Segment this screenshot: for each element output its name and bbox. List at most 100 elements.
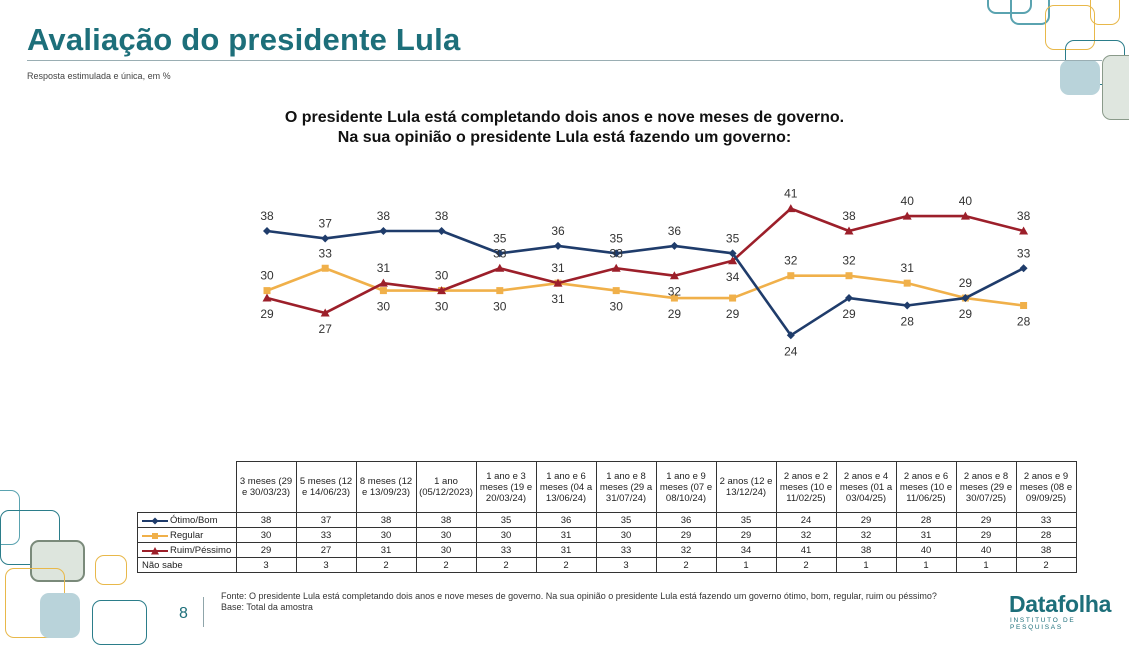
data-point-regular bbox=[321, 264, 329, 272]
table-cell: 2 bbox=[475, 557, 537, 573]
table-cell: 33 bbox=[475, 542, 537, 558]
table-cell: 31 bbox=[535, 542, 597, 558]
table-cell: 30 bbox=[415, 542, 477, 558]
data-point-otimo_bom bbox=[379, 227, 388, 235]
table-column-header: 1 ano e 8 meses (29 a 31/07/24) bbox=[595, 461, 657, 513]
data-point-otimo_bom bbox=[554, 241, 562, 250]
legend-swatch-otimo_bom bbox=[142, 516, 168, 525]
data-label-regular: 30 bbox=[493, 300, 507, 314]
legend-label: Ótimo/Bom bbox=[170, 514, 218, 526]
title-divider bbox=[27, 60, 1102, 61]
table-cell: 40 bbox=[955, 542, 1017, 558]
table-row: Não sabe 3 3 2 2 2 2 3 2 1 2 1 1 1 2 bbox=[137, 557, 1077, 573]
table-cell: 36 bbox=[535, 512, 597, 528]
page-subtitle: Resposta estimulada e única, em % bbox=[27, 71, 171, 81]
table-row-label: Regular bbox=[137, 527, 237, 543]
data-point-regular bbox=[263, 287, 271, 295]
data-label-otimo_bom: 37 bbox=[319, 216, 333, 230]
table-cell: 2 bbox=[355, 557, 417, 573]
datafolha-logo-subtitle: INSTITUTO DE PESQUISAS bbox=[1010, 617, 1076, 631]
table-cell: 1 bbox=[955, 557, 1017, 573]
data-point-ruim_pessimo bbox=[437, 286, 447, 295]
decor-frame bbox=[1060, 60, 1100, 95]
table-cell: 29 bbox=[235, 542, 297, 558]
base-text: Base: Total da amostra bbox=[221, 602, 313, 612]
table-cell: 31 bbox=[355, 542, 417, 558]
table-row-label: Ótimo/Bom bbox=[137, 512, 237, 528]
data-label-ruim_pessimo: 32 bbox=[668, 285, 682, 299]
data-label-ruim_pessimo: 38 bbox=[842, 209, 856, 223]
table-cell: 33 bbox=[595, 542, 657, 558]
data-point-regular bbox=[379, 287, 387, 295]
decor-frame bbox=[1045, 5, 1095, 50]
data-point-otimo_bom bbox=[1019, 264, 1028, 273]
data-label-otimo_bom: 33 bbox=[1017, 246, 1031, 260]
data-label-ruim_pessimo: 40 bbox=[901, 194, 915, 208]
data-point-otimo_bom bbox=[961, 294, 970, 303]
table-cell: 2 bbox=[1015, 557, 1077, 573]
data-label-ruim_pessimo: 33 bbox=[493, 246, 507, 260]
table-cell: 32 bbox=[835, 527, 897, 543]
table-row: Ruim/Péssimo 29 27 31 30 33 31 33 32 34 41 38 40 40 38 bbox=[137, 542, 1077, 558]
table-corner bbox=[137, 461, 237, 513]
table-cell: 31 bbox=[535, 527, 597, 543]
data-label-regular: 32 bbox=[842, 254, 856, 268]
chart-question-line-1: O presidente Lula está completando dois … bbox=[284, 109, 845, 126]
data-point-ruim_pessimo bbox=[553, 278, 563, 287]
table-cell: 41 bbox=[775, 542, 837, 558]
table-cell: 33 bbox=[295, 527, 357, 543]
table-cell: 35 bbox=[715, 512, 777, 528]
table-cell: 38 bbox=[415, 512, 477, 528]
table-cell: 1 bbox=[895, 557, 957, 573]
chart-question: O presidente Lula está completando dois … bbox=[0, 108, 1129, 148]
data-point-ruim_pessimo bbox=[786, 204, 796, 213]
data-label-ruim_pessimo: 34 bbox=[726, 270, 740, 284]
data-label-otimo_bom: 38 bbox=[435, 209, 449, 223]
table-column-header: 2 anos e 2 meses (10 e 11/02/25) bbox=[775, 461, 837, 513]
data-label-otimo_bom: 36 bbox=[668, 224, 682, 238]
data-label-ruim_pessimo: 38 bbox=[1017, 209, 1031, 223]
table-cell: 2 bbox=[655, 557, 717, 573]
data-point-ruim_pessimo bbox=[1019, 226, 1029, 235]
data-label-otimo_bom: 38 bbox=[377, 209, 391, 223]
table-cell: 38 bbox=[835, 542, 897, 558]
table-cell: 35 bbox=[475, 512, 537, 528]
decor-frame bbox=[1102, 55, 1129, 120]
data-label-regular: 30 bbox=[260, 269, 274, 283]
data-point-ruim_pessimo bbox=[611, 263, 621, 272]
data-label-ruim_pessimo: 33 bbox=[610, 246, 624, 260]
table-column-header: 2 anos e 6 meses (10 e 11/06/25) bbox=[895, 461, 957, 513]
legend-label: Regular bbox=[170, 529, 204, 541]
data-label-otimo_bom: 35 bbox=[610, 231, 624, 245]
table-cell: 31 bbox=[895, 527, 957, 543]
table-cell: 28 bbox=[1015, 527, 1077, 543]
data-point-otimo_bom bbox=[495, 249, 504, 258]
series-line-otimo_bom bbox=[266, 229, 1025, 337]
data-point-regular bbox=[787, 272, 795, 280]
data-point-ruim_pessimo bbox=[960, 211, 970, 220]
table-cell: 24 bbox=[775, 512, 837, 528]
data-point-otimo_bom bbox=[845, 294, 853, 303]
data-label-otimo_bom: 38 bbox=[260, 209, 274, 223]
data-label-regular: 29 bbox=[668, 307, 682, 321]
table-cell: 3 bbox=[295, 557, 357, 573]
table-cell: 28 bbox=[895, 512, 957, 528]
series-line-regular bbox=[266, 266, 1024, 307]
table-cell: 38 bbox=[355, 512, 417, 528]
data-label-otimo_bom: 24 bbox=[784, 344, 798, 358]
table-column-header: 2 anos e 8 meses (29 e 30/07/25) bbox=[955, 461, 1017, 513]
table-cell: 34 bbox=[715, 542, 777, 558]
table-column-header: 1 ano e 3 meses (19 e 20/03/24) bbox=[475, 461, 537, 513]
table-row-label: Não sabe bbox=[137, 557, 237, 573]
decor-frame bbox=[95, 555, 127, 585]
data-label-regular: 29 bbox=[726, 307, 740, 321]
table-row-label: Ruim/Péssimo bbox=[137, 542, 237, 558]
data-label-regular: 31 bbox=[551, 292, 565, 306]
footer-divider bbox=[203, 597, 204, 627]
data-point-ruim_pessimo bbox=[320, 308, 330, 317]
data-point-ruim_pessimo bbox=[495, 263, 505, 272]
source-text: Fonte: O presidente Lula está completand… bbox=[221, 591, 937, 601]
table-cell: 30 bbox=[355, 527, 417, 543]
legend-label: Ruim/Péssimo bbox=[170, 544, 232, 556]
data-point-ruim_pessimo bbox=[262, 293, 272, 302]
